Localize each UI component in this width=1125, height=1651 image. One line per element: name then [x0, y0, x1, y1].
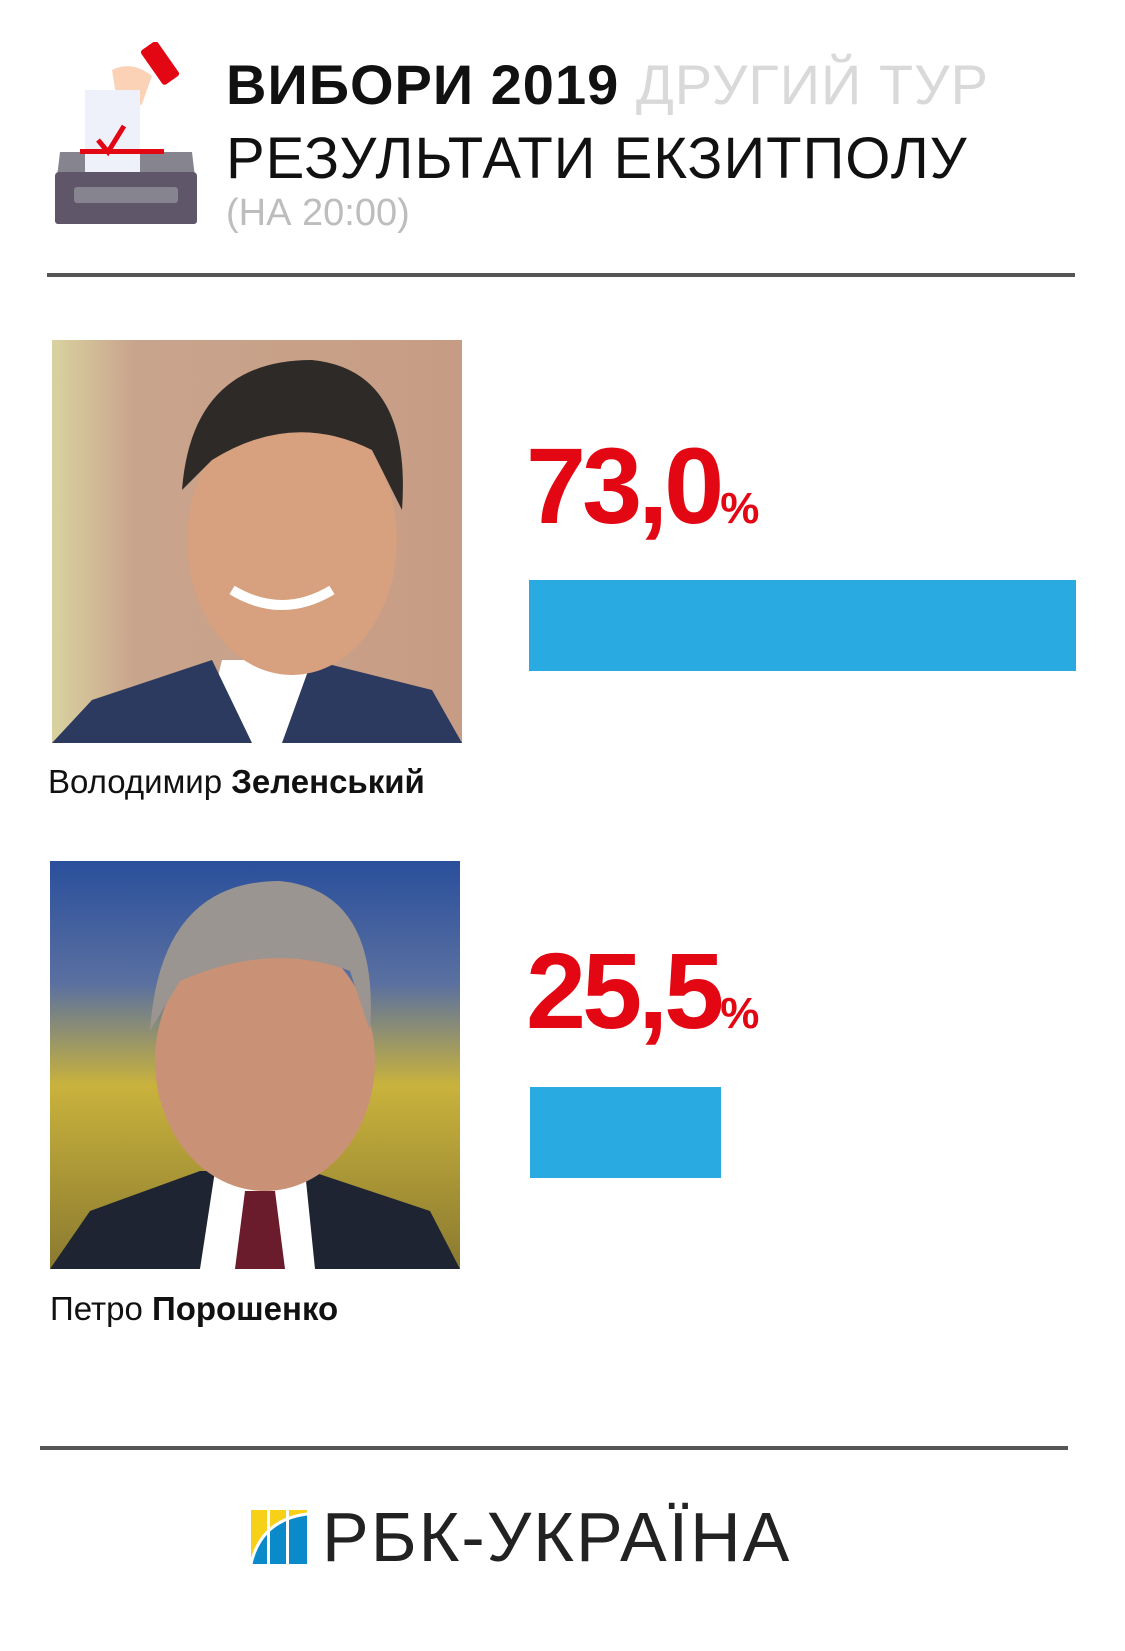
title-round: ДРУГИЙ ТУР — [635, 53, 989, 116]
bar-poroshenko — [530, 1087, 721, 1178]
last-name: Порошенко — [151, 1290, 339, 1327]
title-bold: ВИБОРИ 2019 — [226, 53, 620, 116]
ballot-box-icon — [55, 42, 197, 224]
candidate-photo-zelensky — [52, 340, 462, 743]
bar-zelensky — [529, 580, 1076, 671]
first-name: Петро — [50, 1290, 143, 1327]
header-time: (НА 20:00) — [226, 192, 410, 234]
candidate-name-zelensky: Володимир Зеленський — [48, 763, 425, 801]
bottom-divider — [40, 1446, 1068, 1450]
percent-sign: % — [720, 484, 760, 533]
header-subtitle: РЕЗУЛЬТАТИ ЕКЗИТПОЛУ — [226, 126, 968, 191]
percent-label-zelensky: 73,0% — [526, 432, 759, 540]
percent-value: 25,5 — [526, 930, 724, 1051]
percent-sign: % — [720, 989, 760, 1038]
logo-text: РБК-УКРАЇНА — [322, 1498, 792, 1576]
percent-value: 73,0 — [526, 425, 724, 546]
percent-label-poroshenko: 25,5% — [526, 937, 759, 1045]
header-title: ВИБОРИ 2019 ДРУГИЙ ТУР — [226, 52, 989, 117]
top-divider — [47, 273, 1075, 277]
first-name: Володимир — [48, 763, 223, 800]
rbk-logo-icon — [251, 1510, 307, 1564]
candidate-name-poroshenko: Петро Порошенко — [50, 1290, 338, 1328]
last-name: Зеленський — [231, 763, 425, 800]
candidate-photo-poroshenko — [50, 861, 460, 1269]
